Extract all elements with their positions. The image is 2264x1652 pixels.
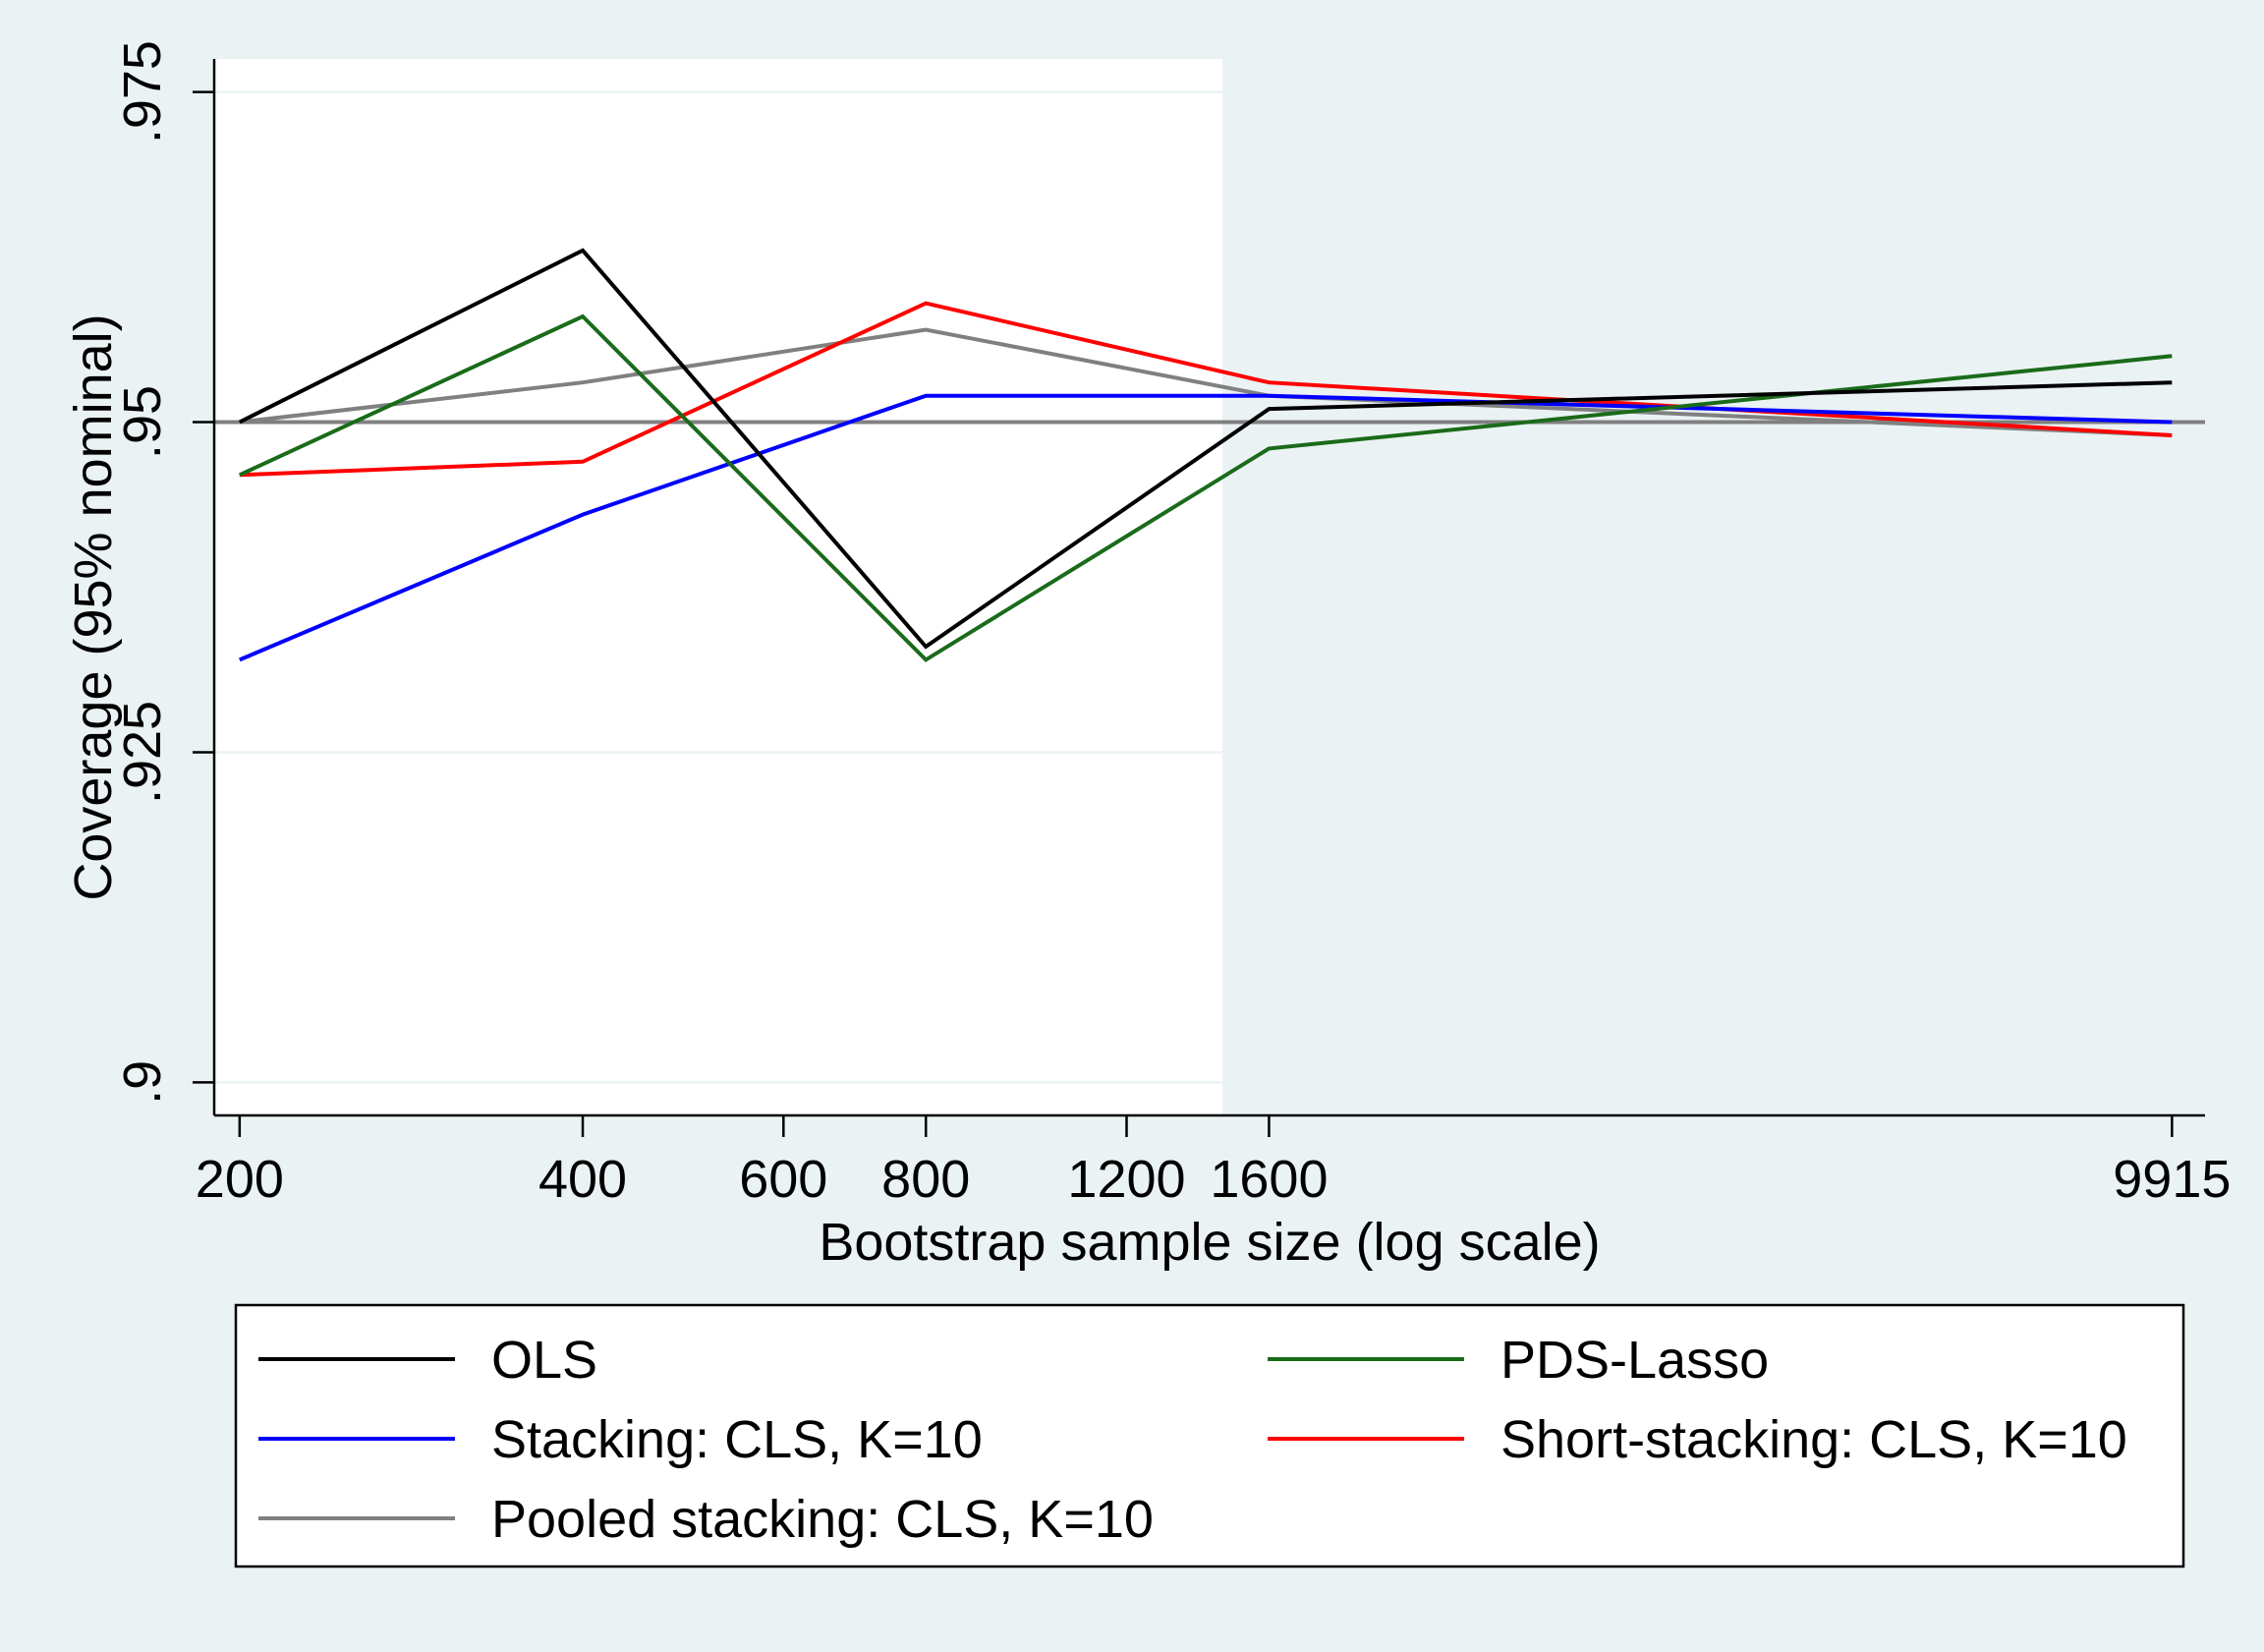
x-tick-label: 1200 — [1067, 1150, 1185, 1209]
x-tick-label: 400 — [538, 1150, 627, 1209]
legend-box — [234, 1303, 2185, 1568]
series-line — [239, 327, 2173, 437]
x-tick-label: 600 — [739, 1150, 827, 1209]
x-tick-label: 9915 — [2113, 1150, 2231, 1209]
legend-label: Pooled stacking: CLS, K=10 — [491, 1490, 1154, 1549]
y-tick-label: .975 — [113, 40, 172, 143]
legend-label: Stacking: CLS, K=10 — [491, 1410, 983, 1469]
series-line — [238, 248, 2173, 650]
y-tick-label: .9 — [113, 1060, 172, 1105]
legend-label: PDS-Lasso — [1500, 1331, 1769, 1390]
series-line — [238, 313, 2173, 662]
axes — [212, 59, 2205, 1117]
y-tick-label: .925 — [113, 701, 172, 804]
x-ticks: 200 400 600 800 1200 1600 9915 — [196, 1115, 2231, 1209]
plot-area — [214, 59, 1222, 1115]
legend-label: Short-stacking: CLS, K=10 — [1500, 1410, 2127, 1469]
x-tick-label: 1600 — [1210, 1150, 1328, 1209]
series-layer — [238, 248, 2173, 662]
y-axis-title: Coverage (95% nominal) — [64, 313, 123, 900]
x-tick-label: 800 — [881, 1150, 970, 1209]
x-tick-label: 200 — [196, 1150, 284, 1209]
legend: OLS PDS-Lasso Stacking: CLS, K=10 Short-sta… — [258, 1331, 2127, 1549]
x-axis-title: Bootstrap sample size (log scale) — [819, 1213, 1600, 1272]
y-ticks: .9 .925 .95 .975 — [113, 40, 214, 1105]
series-line — [239, 393, 2173, 662]
legend-label: OLS — [491, 1331, 597, 1390]
y-tick-label: .95 — [113, 385, 172, 459]
